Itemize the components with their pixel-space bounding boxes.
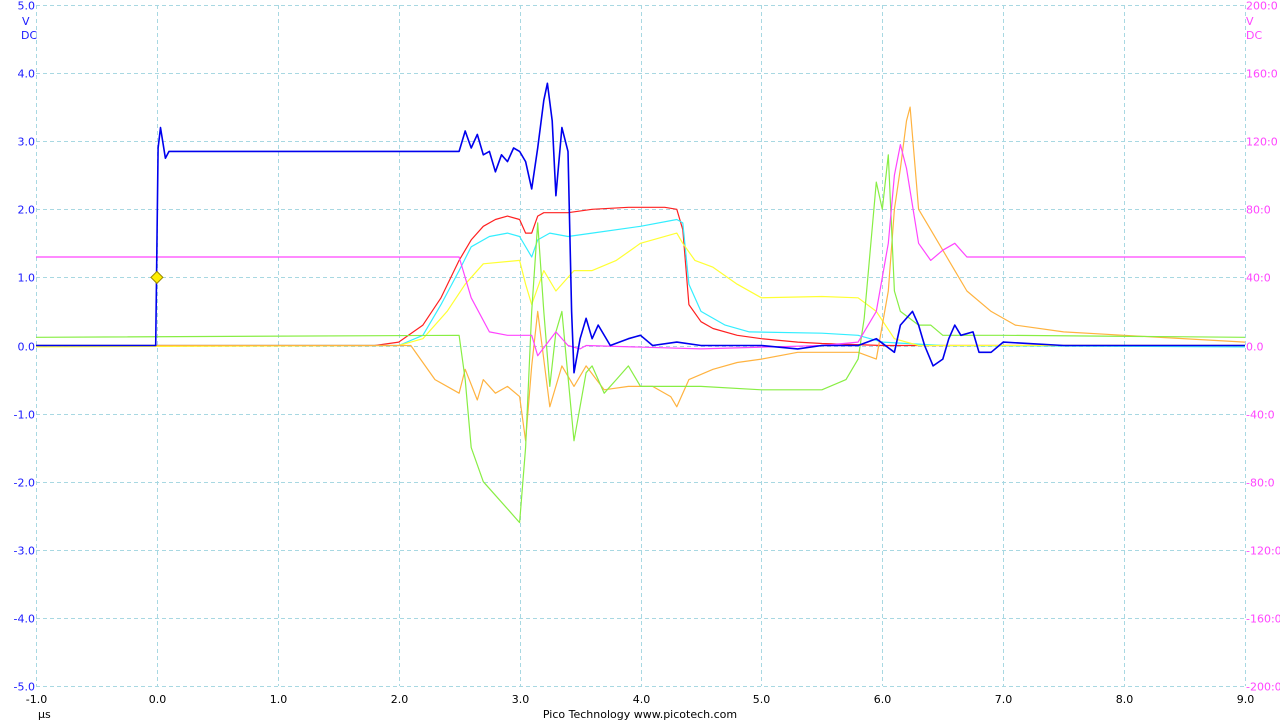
grid xyxy=(36,5,1246,687)
trace-2 xyxy=(35,232,1245,348)
left-y-tick-label: -5.0 xyxy=(14,681,35,694)
x-tick-label: 6.0 xyxy=(874,693,892,706)
x-axis-unit: µs xyxy=(38,708,51,720)
x-tick-label: 8.0 xyxy=(1116,693,1134,706)
left-y-tick-label: -2.0 xyxy=(14,477,35,490)
right-axis-coupling: DC xyxy=(1246,29,1262,42)
traces xyxy=(35,82,1246,524)
right-y-tick-label: -160:0 xyxy=(1246,613,1280,626)
right-y-tick-label: 200:0 xyxy=(1246,0,1278,13)
x-tick-label: -1.0 xyxy=(26,693,47,706)
left-y-tick-label: 2.0 xyxy=(18,204,36,217)
right-y-tick-label: -40:0 xyxy=(1246,409,1275,422)
x-tick-label: 3.0 xyxy=(512,693,530,706)
axis-labels: V DC V DC µs Pico Technology www.picotec… xyxy=(14,0,1280,720)
footer-credit: Pico Technology www.picotech.com xyxy=(543,708,737,720)
x-tick-label: 1.0 xyxy=(270,693,288,706)
x-tick-label: 2.0 xyxy=(391,693,409,706)
x-tick-label: 9.0 xyxy=(1237,693,1255,706)
x-tick-label: 5.0 xyxy=(753,693,771,706)
right-y-tick-label: 80:0 xyxy=(1246,204,1271,217)
trace-5 xyxy=(36,144,1245,357)
left-axis-coupling: DC xyxy=(21,29,37,42)
right-y-tick-label: 160:0 xyxy=(1246,68,1278,81)
left-y-tick-label: -4.0 xyxy=(14,613,35,626)
trigger-marker-diamond xyxy=(150,270,164,285)
left-y-tick-label: -3.0 xyxy=(14,545,35,558)
right-y-tick-label: -120:0 xyxy=(1246,545,1280,558)
right-axis-unit: V xyxy=(1246,15,1254,28)
trace-0 xyxy=(36,206,1245,347)
left-axis-unit: V xyxy=(22,15,30,28)
left-y-tick-label: 5.0 xyxy=(18,0,36,13)
right-y-tick-label: -80:0 xyxy=(1246,477,1275,490)
x-tick-label: 7.0 xyxy=(995,693,1013,706)
right-y-tick-label: 0.0 xyxy=(1246,341,1264,354)
left-y-tick-label: 0.0 xyxy=(18,341,36,354)
left-y-tick-label: 1.0 xyxy=(18,272,36,285)
right-y-tick-label: 120:0 xyxy=(1246,136,1278,149)
left-y-tick-label: 4.0 xyxy=(18,68,36,81)
trace-3 xyxy=(36,106,1246,442)
right-y-tick-label: 40:0 xyxy=(1246,272,1271,285)
x-tick-label: 4.0 xyxy=(633,693,651,706)
right-y-tick-label: -200:0 xyxy=(1246,681,1280,694)
trace-6 xyxy=(36,82,1245,374)
x-tick-label: 0.0 xyxy=(149,693,167,706)
trace-4 xyxy=(35,154,1246,524)
left-y-tick-label: 3.0 xyxy=(18,136,36,149)
left-y-tick-label: -1.0 xyxy=(14,409,35,422)
trace-1 xyxy=(36,218,1246,348)
